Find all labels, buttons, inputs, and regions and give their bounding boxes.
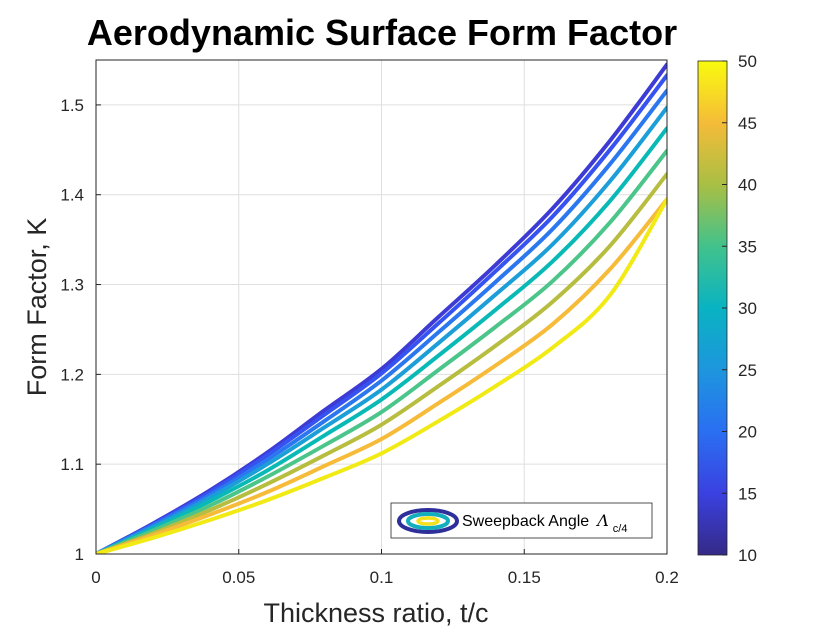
y-tick-label: 1.1 xyxy=(60,455,84,474)
series-line-sweep-35 xyxy=(96,148,667,554)
y-tick-label: 1 xyxy=(75,545,84,564)
colorbar-tick-label: 25 xyxy=(738,361,757,380)
series-line-sweep-50 xyxy=(96,197,667,554)
legend: Sweepback Angle Λ c/4 xyxy=(390,502,653,539)
y-axis-ticks: 1 1.1 1.2 1.3 1.4 1.5 xyxy=(60,96,101,564)
colorbar-tick-label: 50 xyxy=(738,52,757,71)
x-tick-label: 0.1 xyxy=(370,568,394,587)
y-axis-label: Form Factor, K xyxy=(22,218,52,397)
x-tick-label: 0.2 xyxy=(655,568,679,587)
series-line-sweep-30 xyxy=(96,126,667,554)
colorbar-tick-label: 15 xyxy=(738,484,757,503)
series-line-sweep-20 xyxy=(96,88,667,554)
legend-swatch-icon xyxy=(397,508,459,534)
chart-title: Aerodynamic Surface Form Factor xyxy=(87,12,677,53)
legend-subscript: c/4 xyxy=(613,523,628,535)
colorbar-tick-label: 35 xyxy=(738,237,757,256)
colorbar-tick-label: 20 xyxy=(738,423,757,442)
colorbar-ticks: 10 15 20 25 30 35 40 45 50 xyxy=(722,52,757,565)
legend-label: Sweepback Angle xyxy=(462,513,589,530)
x-tick-label: 0.15 xyxy=(508,568,541,587)
x-tick-label: 0.05 xyxy=(222,568,255,587)
legend-symbol: Λ xyxy=(595,511,609,530)
colorbar-tick-label: 30 xyxy=(738,299,757,318)
series-line-sweep-25 xyxy=(96,105,667,554)
colorbar-tick-label: 40 xyxy=(738,176,757,195)
svg-text:Sweepback Angle Λ: Sweepback Angle Λ c/4 xyxy=(462,511,627,535)
x-axis-label: Thickness ratio, t/c xyxy=(263,598,488,628)
series-lines xyxy=(96,62,667,554)
y-tick-label: 1.3 xyxy=(60,276,84,295)
series-line-sweep-40 xyxy=(96,172,667,554)
series-line-sweep-45 xyxy=(96,197,667,554)
y-tick-label: 1.2 xyxy=(60,365,84,384)
x-axis-ticks: 0 0.05 0.1 0.15 0.2 xyxy=(91,549,679,587)
x-tick-label: 0 xyxy=(91,568,100,587)
y-tick-label: 1.5 xyxy=(60,96,84,115)
y-tick-label: 1.4 xyxy=(60,186,84,205)
colorbar-tick-label: 10 xyxy=(738,546,757,565)
colorbar-tick-label: 45 xyxy=(738,114,757,133)
